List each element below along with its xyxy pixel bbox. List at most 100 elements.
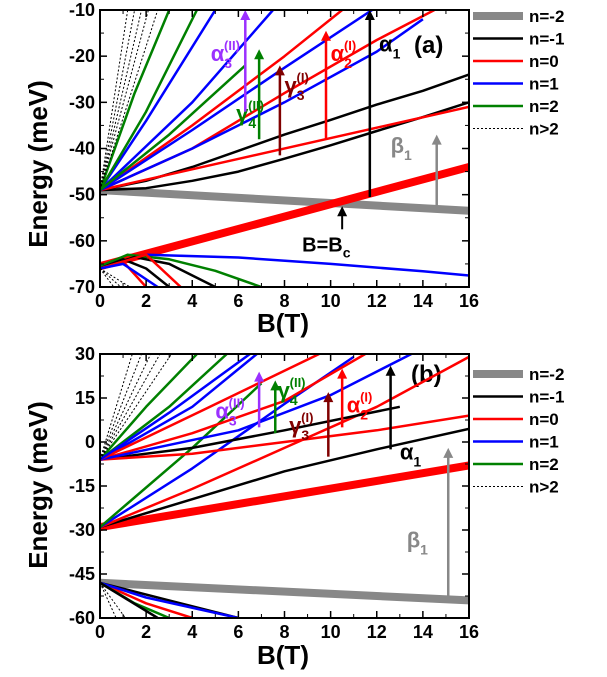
transition-arrow-head	[364, 10, 375, 20]
y-tick-label: -70	[69, 277, 95, 297]
legend-label: n>2	[529, 120, 559, 139]
transition-arrow-head	[270, 380, 281, 391]
x-tick-label: 6	[233, 291, 243, 311]
series-line-n0	[100, 354, 366, 461]
transition-label: γ3 (I)	[285, 70, 309, 103]
x-tick-label: 8	[279, 622, 289, 642]
series-line-n-1	[100, 255, 216, 287]
transition-arrow-head	[254, 371, 265, 382]
transition-arrow-head	[254, 49, 265, 60]
series-line-ngt2	[100, 10, 142, 191]
legend-label: n=-2	[529, 365, 564, 384]
transition-label-symbol: γ	[289, 413, 302, 438]
series-line-n1	[100, 10, 217, 191]
transition-arrow-head	[321, 30, 332, 41]
transition-label-superscript: (II)	[224, 38, 240, 53]
transition-label: α3 (II)	[211, 38, 240, 71]
y-tick-label: -60	[69, 608, 95, 628]
transition-label-subscript: 3	[297, 87, 305, 103]
series-line-ngt2	[100, 268, 122, 287]
series-line-n1	[100, 581, 239, 618]
transition-label-subscript: 4	[248, 115, 256, 131]
series-line-n-1	[100, 427, 469, 529]
transition-label-symbol: γ	[278, 378, 291, 403]
bc-annotation-main: B=B	[302, 234, 343, 256]
series-line-n0	[100, 163, 469, 271]
transition-label-symbol: β	[391, 133, 404, 158]
x-tick-label: 12	[367, 291, 387, 311]
transition-label-subscript: 4	[290, 392, 298, 408]
series-line-n1	[100, 354, 251, 461]
series-line-n-2	[100, 578, 469, 605]
transition-label-subscript: 2	[344, 55, 352, 71]
transition-label-superscript: (II)	[248, 98, 264, 113]
transition-arrow-head	[443, 447, 454, 458]
series-line-ngt2	[100, 268, 115, 287]
transition-label-superscript: (I)	[297, 70, 309, 85]
series-line-ngt2	[100, 354, 142, 460]
series-line-n0	[100, 105, 469, 192]
transition-label-symbol: α	[347, 393, 361, 418]
series-line-ngt2	[100, 354, 172, 460]
y-tick-label: -30	[69, 92, 95, 112]
x-tick-label: 4	[187, 622, 197, 642]
transition-arrow-head	[240, 10, 251, 20]
legend-label: n=0	[529, 410, 559, 429]
x-tick-label: 14	[413, 622, 433, 642]
series-line-n-1	[100, 581, 159, 618]
transition-label: β1	[391, 133, 412, 163]
transition-label-subscript: 1	[404, 147, 412, 163]
transition-label-superscript: (I)	[344, 38, 356, 53]
series-line-n2	[100, 64, 247, 192]
series-line-n2	[100, 354, 228, 461]
transition-label-superscript: (II)	[229, 396, 245, 411]
x-tick-label: 8	[279, 291, 289, 311]
series-line-n0	[100, 253, 182, 287]
series-line-n1	[100, 354, 258, 461]
transition-label-subscript: 1	[420, 542, 428, 558]
series-line-ngt2	[100, 354, 161, 460]
legend-label: n=1	[529, 433, 559, 452]
legend-label: n=2	[529, 97, 559, 116]
plot-area	[100, 10, 469, 287]
transition-label-symbol: γ	[236, 101, 249, 126]
transition-label-symbol: α	[215, 399, 229, 424]
y-axis-label: Energy (meV)	[23, 80, 53, 248]
transition-label-symbol: α	[400, 440, 414, 465]
series-line-n0	[100, 414, 469, 461]
transition-label-subscript: 2	[360, 407, 368, 423]
transition-label: γ3 (I)	[289, 410, 313, 443]
x-axis-label: B(T)	[257, 308, 309, 338]
series-line-n0	[100, 355, 469, 529]
series-line-n0	[100, 581, 193, 618]
y-tick-label: -30	[69, 520, 95, 540]
legend-label: n=-1	[529, 30, 564, 49]
series-line-ngt2	[100, 10, 136, 191]
y-tick-label: -60	[69, 231, 95, 251]
transition-label: α2 (I)	[331, 38, 357, 71]
transition-label: α3 (II)	[215, 396, 244, 429]
series-line-n2	[100, 10, 199, 191]
y-axis-label: Energy (meV)	[23, 401, 53, 569]
x-tick-label: 2	[141, 622, 151, 642]
x-tick-label: 10	[321, 622, 341, 642]
series-line-ngt2	[100, 10, 129, 191]
series-line-n0	[100, 354, 320, 461]
y-tick-label: 15	[75, 388, 95, 408]
transition-label-superscript: (I)	[360, 390, 372, 405]
transition-label-superscript: (II)	[290, 375, 306, 390]
x-tick-label: 12	[367, 622, 387, 642]
x-tick-label: 16	[459, 291, 479, 311]
y-tick-label: -20	[69, 46, 95, 66]
y-tick-label: -40	[69, 139, 95, 159]
series-line-n0	[100, 461, 469, 532]
transition-arrow-head	[323, 392, 334, 403]
x-axis-label: B(T)	[257, 640, 309, 670]
legend-label: n=1	[529, 75, 559, 94]
transition-arrow-head	[337, 368, 348, 379]
x-tick-label: 0	[95, 622, 105, 642]
series-line-n2	[100, 354, 198, 461]
y-tick-label: 0	[85, 432, 95, 452]
series-line-n0	[100, 10, 343, 192]
transition-label-subscript: 3	[301, 427, 309, 443]
